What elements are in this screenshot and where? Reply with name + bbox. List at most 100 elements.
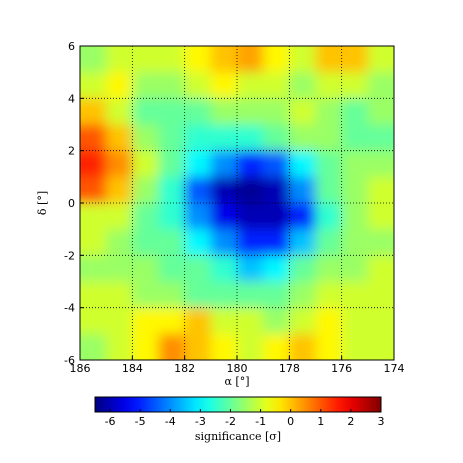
heatmap-cell: [341, 176, 369, 204]
heatmap-cell: [132, 281, 159, 309]
heatmap-cell: [106, 307, 133, 335]
y-axis-label: δ [°]: [36, 191, 49, 215]
heatmap-cell: [367, 281, 394, 309]
heatmap-cell: [367, 150, 394, 178]
heatmap-cell: [80, 333, 107, 360]
heatmap-cell: [80, 203, 107, 230]
heatmap-cell: [184, 46, 212, 73]
heatmap: [80, 46, 394, 360]
heatmap-cell: [158, 46, 186, 73]
heatmap-cell: [367, 255, 394, 282]
heatmap-cell: [237, 124, 264, 152]
heatmap-cell: [158, 333, 186, 360]
colorbar-tick-label: 2: [347, 415, 354, 428]
heatmap-cell: [237, 281, 264, 309]
heatmap-cell: [184, 255, 212, 282]
heatmap-cell: [106, 98, 133, 125]
y-tick-label: -2: [64, 249, 75, 262]
heatmap-cell: [263, 307, 290, 335]
heatmap-cell: [210, 203, 238, 230]
heatmap-cell: [210, 255, 238, 282]
heatmap-cell: [106, 229, 133, 256]
heatmap-cell: [341, 98, 369, 125]
heatmap-cell: [210, 150, 238, 178]
heatmap-cell: [315, 72, 343, 99]
heatmap-cell: [210, 98, 238, 125]
heatmap-cell: [367, 46, 394, 73]
heatmap-cell: [80, 176, 107, 204]
heatmap-cell: [341, 255, 369, 282]
heatmap-cell: [289, 98, 316, 125]
heatmap-cell: [184, 98, 212, 125]
heatmap-cell: [289, 176, 316, 204]
heatmap-cell: [184, 333, 212, 360]
heatmap-cell: [341, 281, 369, 309]
heatmap-cell: [341, 124, 369, 152]
heatmap-cell: [341, 333, 369, 360]
colorbar-tick-label: 1: [317, 415, 324, 428]
heatmap-cell: [237, 255, 264, 282]
heatmap-cell: [263, 203, 290, 230]
heatmap-cell: [158, 307, 186, 335]
y-tick-label: -4: [64, 302, 75, 315]
heatmap-cell: [158, 281, 186, 309]
heatmap-cell: [315, 98, 343, 125]
heatmap-cell: [132, 124, 159, 152]
heatmap-cell: [367, 333, 394, 360]
heatmap-cell: [289, 150, 316, 178]
heatmap-cell: [263, 281, 290, 309]
heatmap-cell: [80, 150, 107, 178]
heatmap-cell: [210, 46, 238, 73]
heatmap-cell: [237, 46, 264, 73]
colorbar-tick-label: -1: [255, 415, 266, 428]
heatmap-cell: [263, 255, 290, 282]
heatmap-cell: [289, 46, 316, 73]
heatmap-cell: [263, 124, 290, 152]
heatmap-cell: [341, 307, 369, 335]
heatmap-cell: [263, 176, 290, 204]
heatmap-cell: [237, 98, 264, 125]
heatmap-cell: [106, 203, 133, 230]
heatmap-cell: [315, 150, 343, 178]
heatmap-cell: [315, 307, 343, 335]
heatmap-cell: [237, 150, 264, 178]
heatmap-cell: [184, 229, 212, 256]
heatmap-cell: [289, 124, 316, 152]
heatmap-cell: [289, 281, 316, 309]
heatmap-cell: [184, 176, 212, 204]
heatmap-cell: [106, 150, 133, 178]
colorbar-tick-label: 3: [378, 415, 385, 428]
colorbar-tick-label: -3: [195, 415, 206, 428]
heatmap-cell: [158, 98, 186, 125]
heatmap-cell: [315, 281, 343, 309]
heatmap-cell: [184, 203, 212, 230]
heatmap-cell: [263, 98, 290, 125]
heatmap-cell: [158, 150, 186, 178]
heatmap-cell: [132, 229, 159, 256]
heatmap-cell: [289, 229, 316, 256]
heatmap-cell: [106, 255, 133, 282]
y-tick-label: 6: [68, 40, 75, 53]
heatmap-cell: [315, 176, 343, 204]
heatmap-cell: [367, 98, 394, 125]
heatmap-cell: [80, 229, 107, 256]
heatmap-cell: [367, 203, 394, 230]
heatmap-cell: [158, 124, 186, 152]
colorbar-tick-label: -4: [165, 415, 176, 428]
heatmap-cell: [210, 124, 238, 152]
heatmap-cell: [237, 229, 264, 256]
colorbar-label: significance [σ]: [195, 430, 281, 443]
colorbar-tick-label: 0: [287, 415, 294, 428]
x-tick-label: 186: [70, 362, 91, 375]
heatmap-cell: [367, 229, 394, 256]
heatmap-cell: [315, 333, 343, 360]
y-tick-label: 4: [68, 92, 75, 105]
heatmap-cell: [184, 307, 212, 335]
colorbar-tick-label: -2: [225, 415, 236, 428]
heatmap-cell: [341, 72, 369, 99]
heatmap-cell: [106, 124, 133, 152]
heatmap-cell: [106, 46, 133, 73]
heatmap-cell: [263, 72, 290, 99]
heatmap-cell: [367, 72, 394, 99]
heatmap-cell: [80, 307, 107, 335]
